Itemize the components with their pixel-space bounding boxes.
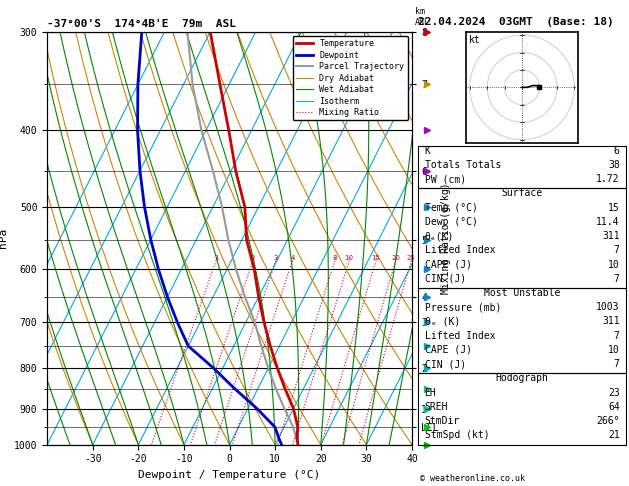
Text: 21: 21 [608,431,620,440]
Text: StmSpd (kt): StmSpd (kt) [425,431,489,440]
Text: 8: 8 [333,255,337,260]
Text: 64: 64 [608,402,620,412]
Text: Pressure (mb): Pressure (mb) [425,302,501,312]
Text: 7: 7 [614,331,620,341]
Text: Most Unstable: Most Unstable [484,288,560,298]
Y-axis label: Mixing Ratio (g/kg): Mixing Ratio (g/kg) [442,182,452,294]
Text: Hodograph: Hodograph [496,373,548,383]
Text: PW (cm): PW (cm) [425,174,465,184]
Text: EH: EH [425,388,437,398]
Text: Lifted Index: Lifted Index [425,331,495,341]
X-axis label: Dewpoint / Temperature (°C): Dewpoint / Temperature (°C) [138,470,321,480]
Text: CIN (J): CIN (J) [425,274,465,284]
Text: 25: 25 [407,255,416,260]
Text: 23: 23 [608,388,620,398]
Text: 7: 7 [614,274,620,284]
Text: Dewp (°C): Dewp (°C) [425,217,477,227]
Text: 6: 6 [614,146,620,156]
Text: 1: 1 [214,255,218,260]
Text: 266°: 266° [596,416,620,426]
Text: CIN (J): CIN (J) [425,359,465,369]
Text: 15: 15 [608,203,620,212]
Text: 4: 4 [290,255,294,260]
Text: 1003: 1003 [596,302,620,312]
Text: Lifted Index: Lifted Index [425,245,495,255]
Text: CAPE (J): CAPE (J) [425,260,472,270]
Text: 10: 10 [608,345,620,355]
Text: km
ASL: km ASL [415,7,430,27]
Text: 3: 3 [274,255,278,260]
Text: SREH: SREH [425,402,448,412]
Legend: Temperature, Dewpoint, Parcel Trajectory, Dry Adiabat, Wet Adiabat, Isotherm, Mi: Temperature, Dewpoint, Parcel Trajectory… [293,36,408,121]
Text: kt: kt [469,35,481,45]
Text: θₑ(K): θₑ(K) [425,231,454,241]
Bar [418,188,626,288]
Text: 20: 20 [391,255,400,260]
Text: 311: 311 [602,231,620,241]
Text: 1.72: 1.72 [596,174,620,184]
Text: 2: 2 [251,255,255,260]
Text: © weatheronline.co.uk: © weatheronline.co.uk [420,474,525,483]
Text: 10: 10 [345,255,353,260]
Text: -37°00'S  174°4B'E  79m  ASL: -37°00'S 174°4B'E 79m ASL [47,19,236,30]
Text: 15: 15 [372,255,381,260]
Text: θₑ (K): θₑ (K) [425,316,460,327]
Bar [418,373,626,445]
Text: 22.04.2024  03GMT  (Base: 18): 22.04.2024 03GMT (Base: 18) [418,17,614,27]
Text: 10: 10 [608,260,620,270]
Text: 7: 7 [614,245,620,255]
Text: 7: 7 [614,359,620,369]
Bar [418,146,626,188]
Y-axis label: hPa: hPa [0,228,8,248]
Text: Surface: Surface [501,188,543,198]
Text: 11.4: 11.4 [596,217,620,227]
Text: CAPE (J): CAPE (J) [425,345,472,355]
Bar [418,288,626,373]
Text: StmDir: StmDir [425,416,460,426]
Text: Totals Totals: Totals Totals [425,160,501,170]
Text: Temp (°C): Temp (°C) [425,203,477,212]
Text: K: K [425,146,430,156]
Text: 311: 311 [602,316,620,327]
Text: 38: 38 [608,160,620,170]
